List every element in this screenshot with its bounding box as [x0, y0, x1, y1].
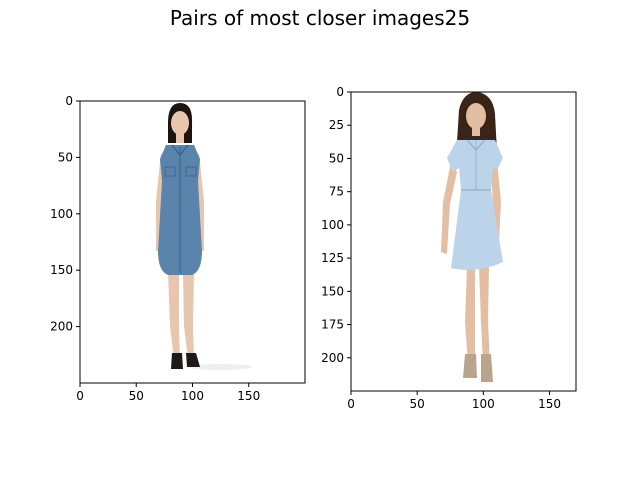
left-leg	[465, 267, 475, 364]
left-bootie	[463, 354, 477, 378]
left-arm	[441, 162, 457, 254]
left-y-tick-label: 200	[50, 320, 73, 334]
left-y-tick-label: 100	[50, 207, 73, 221]
left-x-axis: 0 50 100 150	[76, 383, 260, 403]
right-y-tick-label: 75	[329, 185, 344, 199]
right-y-tick-label: 125	[321, 251, 344, 265]
face	[466, 103, 486, 129]
right-y-tick-label: 175	[321, 318, 344, 332]
left-x-tick-label: 50	[129, 389, 144, 403]
right-y-tick-label: 100	[321, 218, 344, 232]
right-shoe	[186, 353, 200, 367]
neck	[176, 133, 184, 143]
left-leg	[168, 271, 180, 359]
right-leg	[479, 267, 490, 364]
face	[171, 111, 189, 135]
floor-shadow	[188, 364, 252, 370]
collar	[171, 144, 189, 157]
left-y-tick-label: 150	[50, 263, 73, 277]
right-photo-model	[441, 92, 503, 382]
left-x-tick-label: 100	[181, 389, 204, 403]
chest-pocket-left	[164, 166, 176, 177]
right-y-tick-label: 50	[329, 151, 344, 165]
left-y-tick-label: 50	[58, 150, 73, 164]
right-y-tick-label: 25	[329, 118, 344, 132]
left-photo-model	[156, 103, 252, 370]
left-y-axis: 0 50 100 150 200	[50, 94, 80, 334]
collar	[466, 139, 486, 152]
right-x-axis: 0 50 100 150	[347, 391, 561, 411]
right-y-axis: 0 25 50 75 100 125 150 175 200	[321, 85, 351, 365]
right-x-tick-label: 0	[347, 397, 355, 411]
right-image-frame	[350, 91, 577, 392]
left-image-panel: 0 50 100 150 0 50 100 150 200	[50, 94, 306, 403]
right-y-tick-label: 150	[321, 284, 344, 298]
left-x-tick-label: 0	[76, 389, 84, 403]
chest-pocket-right	[185, 166, 197, 177]
right-y-tick-label: 0	[336, 85, 344, 99]
figure-title: Pairs of most closer images25	[169, 6, 471, 30]
chambray-dress-bodice	[447, 140, 503, 190]
right-y-tick-label: 200	[321, 351, 344, 365]
right-x-tick-label: 100	[472, 397, 495, 411]
right-image-panel: 0 50 100 150 0 25 50 75 100 125 150 175 200	[321, 85, 577, 411]
right-x-tick-label: 50	[410, 397, 425, 411]
neck	[472, 126, 480, 136]
right-x-tick-label: 150	[538, 397, 561, 411]
left-shoe	[171, 353, 183, 369]
right-bootie	[481, 354, 493, 382]
chambray-dress-skirt	[451, 190, 503, 270]
left-y-tick-label: 0	[65, 94, 73, 108]
right-leg	[183, 271, 194, 359]
left-x-tick-label: 150	[237, 389, 260, 403]
